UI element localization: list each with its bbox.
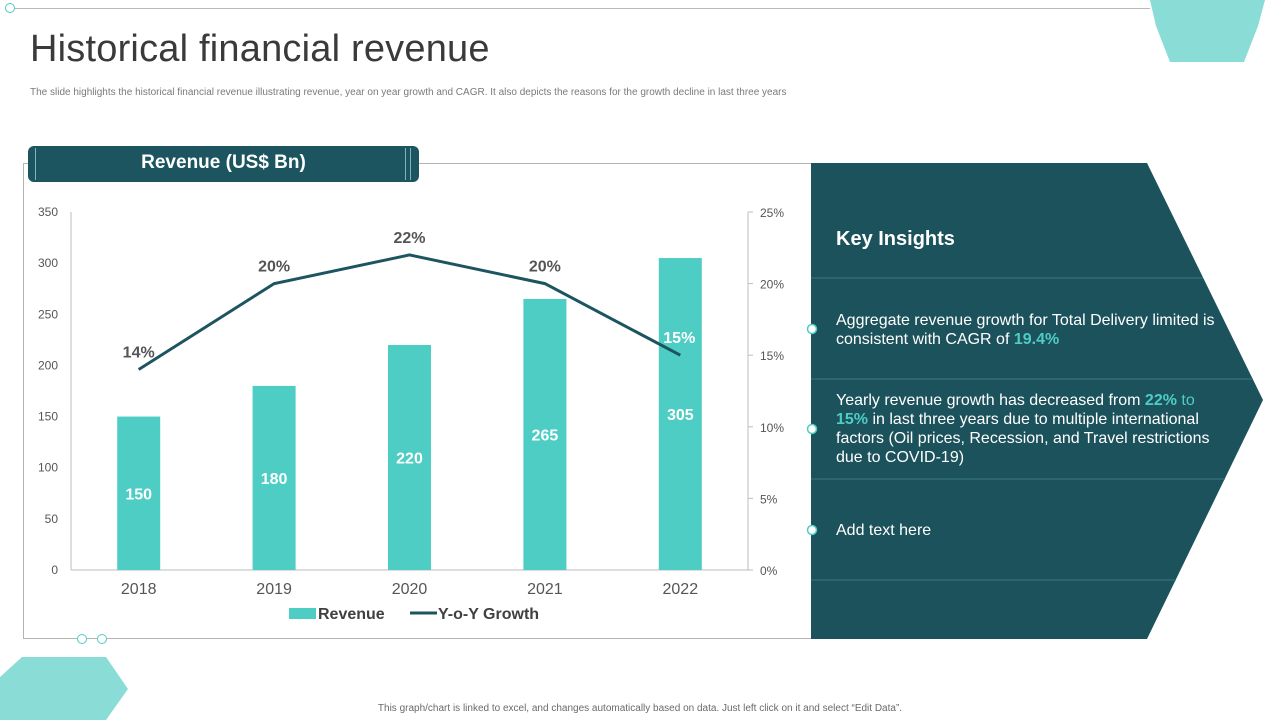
- revenue-bar: [252, 385, 296, 570]
- growth-point-label: 14%: [123, 345, 155, 362]
- y-tick-label-left: 250: [38, 307, 58, 321]
- revenue-chart[interactable]: 0 50 100 150 200 250 300 350 0% 5% 10% 15% 20% 25% 150…: [0, 0, 830, 650]
- insight-item-3: Add text here: [836, 521, 1221, 540]
- y-tick-label-right: 25%: [760, 206, 784, 220]
- insights-panel-shape: [811, 163, 1263, 639]
- insight-text-part: Yearly revenue growth has decreased from: [836, 392, 1145, 409]
- revenue-bar-label: 150: [125, 486, 152, 503]
- header-accent-line: [405, 148, 406, 180]
- y-tick-label-right: 20%: [760, 278, 784, 292]
- y-tick-label-left: 0: [51, 563, 58, 577]
- top-rule: [14, 8, 1150, 9]
- y-tick-label-left: 300: [38, 256, 58, 270]
- insight-text-part: to: [1176, 392, 1195, 409]
- legend-swatch-revenue: [289, 608, 316, 619]
- growth-point-label: 20%: [529, 259, 561, 276]
- y-tick-label-left: 350: [38, 205, 58, 219]
- insight-text-part: 15%: [836, 411, 869, 428]
- revenue-bar-label: 220: [396, 450, 423, 467]
- y-tick-label-right: 10%: [760, 421, 784, 435]
- chart-header: Revenue (US$ Bn): [28, 146, 419, 182]
- revenue-bar: [658, 258, 702, 570]
- insight-text-part: Aggregate revenue growth for Total Deliv…: [836, 312, 1215, 348]
- hexagon-ornament-top: [1150, 0, 1265, 62]
- page-subtitle: The slide highlights the historical fina…: [30, 87, 787, 98]
- insight-item-2: Yearly revenue growth has decreased from…: [836, 391, 1221, 467]
- insight-text-part: 19.4%: [1013, 331, 1060, 348]
- x-category-label: 2022: [663, 581, 699, 598]
- insight-item-1: Aggregate revenue growth for Total Deliv…: [836, 311, 1221, 349]
- growth-point-label: 20%: [258, 259, 290, 276]
- x-category-label: 2019: [256, 581, 292, 598]
- bottom-dot-ornament: [97, 634, 107, 644]
- growth-point-label: 15%: [663, 330, 695, 347]
- footer-note: This graph/chart is linked to excel, and…: [377, 703, 903, 714]
- insights-title: Key Insights: [836, 228, 955, 250]
- growth-point-label: 22%: [393, 230, 425, 247]
- x-category-label: 2021: [527, 581, 563, 598]
- insight-bullet: [806, 524, 818, 536]
- legend-label-growth: Y-o-Y Growth: [438, 606, 539, 623]
- x-category-label: 2020: [392, 581, 428, 598]
- bottom-dot-ornament: [77, 634, 87, 644]
- y-tick-label-right: 0%: [760, 564, 778, 578]
- page-title: Historical financial revenue: [30, 28, 490, 70]
- revenue-bar-label: 265: [532, 427, 559, 444]
- growth-line: [137, 253, 682, 371]
- top-dot-ornament: [5, 3, 15, 13]
- x-category-label: 2018: [121, 581, 157, 598]
- insight-text-part: 22%: [1144, 392, 1177, 409]
- revenue-bar: [523, 298, 567, 570]
- insight-bullet: [806, 423, 818, 435]
- insights-panel: [806, 163, 1263, 639]
- header-accent-line: [410, 148, 411, 180]
- y-tick-label-right: 15%: [760, 349, 784, 363]
- hexagon-ornament-bottom: [0, 657, 128, 720]
- insight-text-part: in last three years due to multiple inte…: [836, 411, 1210, 466]
- y-tick-label-right: 5%: [760, 492, 778, 506]
- revenue-bar-label: 305: [667, 407, 694, 424]
- insight-bullet: [806, 323, 818, 335]
- revenue-bar: [388, 344, 431, 570]
- y-tick-label-left: 50: [45, 512, 59, 526]
- y-tick-label-left: 100: [38, 461, 58, 475]
- y-tick-label-left: 150: [38, 410, 58, 424]
- legend-label-revenue: Revenue: [318, 606, 385, 623]
- insight-text-part: Add text here: [836, 522, 932, 539]
- revenue-bar-label: 180: [261, 471, 288, 488]
- revenue-bar: [117, 416, 161, 570]
- header-accent-line: [35, 148, 36, 180]
- y-tick-label-left: 200: [38, 358, 58, 372]
